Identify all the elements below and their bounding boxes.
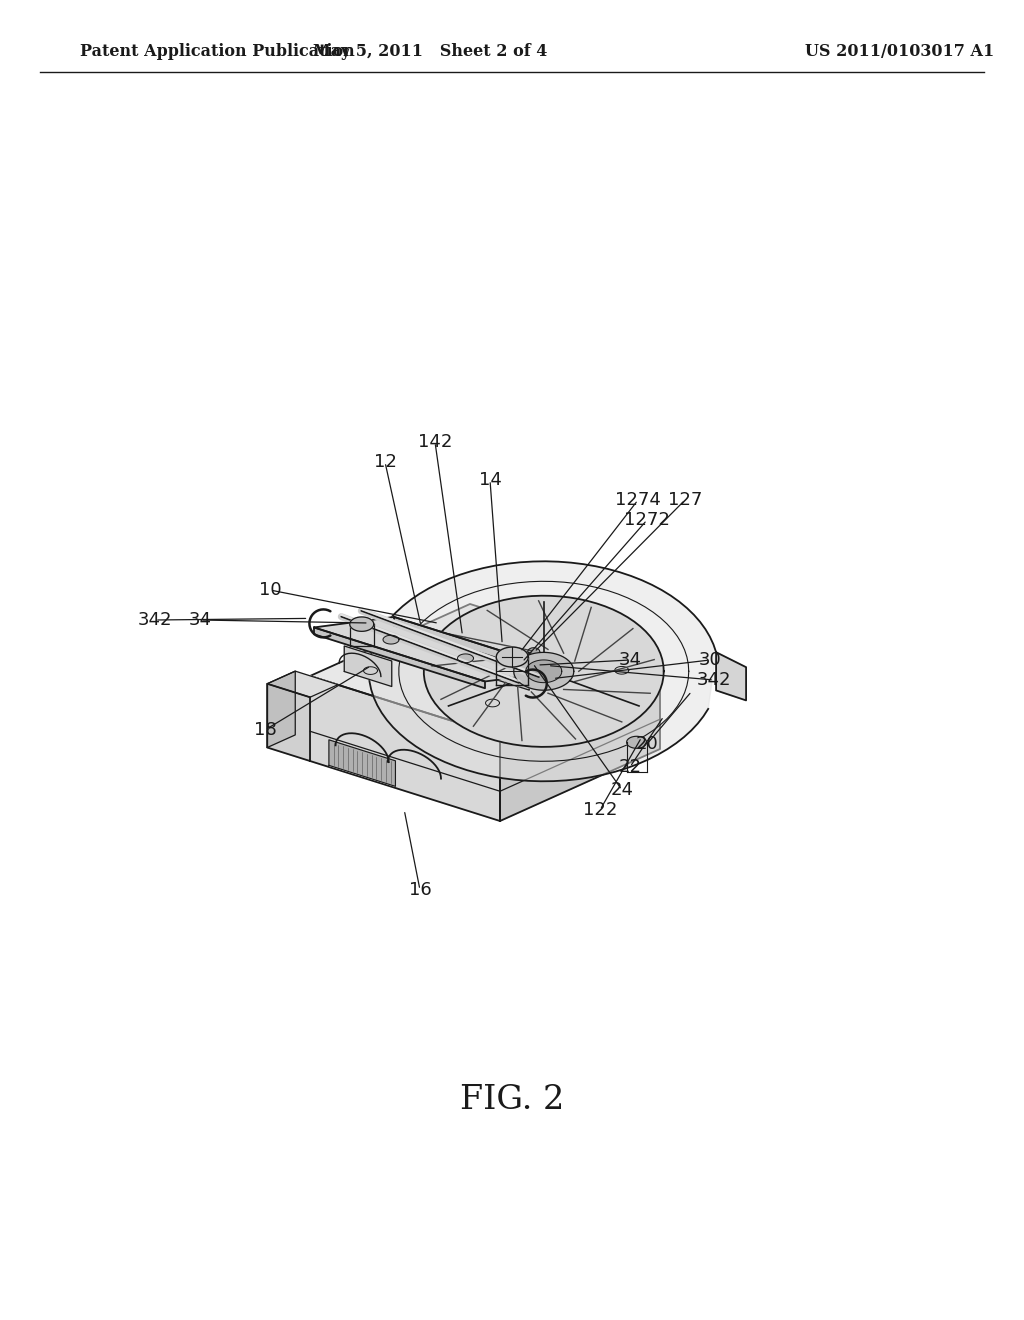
- Polygon shape: [329, 739, 395, 787]
- Polygon shape: [627, 737, 646, 748]
- Text: 20: 20: [636, 735, 658, 752]
- Text: 18: 18: [254, 721, 276, 739]
- Polygon shape: [716, 652, 746, 701]
- Text: Patent Application Publication: Patent Application Publication: [80, 44, 354, 61]
- Polygon shape: [364, 667, 378, 675]
- Polygon shape: [486, 652, 569, 684]
- Text: 122: 122: [583, 801, 617, 818]
- Polygon shape: [525, 660, 562, 682]
- Text: 12: 12: [374, 453, 396, 471]
- Polygon shape: [267, 684, 310, 762]
- Polygon shape: [350, 616, 374, 631]
- Polygon shape: [614, 667, 629, 675]
- Polygon shape: [493, 652, 507, 660]
- Polygon shape: [267, 671, 295, 747]
- Text: 34: 34: [188, 611, 212, 630]
- Text: 1274: 1274: [615, 491, 660, 510]
- Text: FIG. 2: FIG. 2: [460, 1084, 564, 1115]
- Polygon shape: [314, 627, 485, 688]
- Polygon shape: [486, 669, 529, 690]
- Text: 14: 14: [478, 471, 502, 488]
- Text: 1272: 1272: [624, 511, 670, 529]
- Polygon shape: [383, 635, 399, 644]
- Polygon shape: [394, 616, 565, 680]
- Polygon shape: [267, 671, 338, 697]
- Text: 342: 342: [138, 611, 172, 630]
- Text: 142: 142: [418, 433, 453, 451]
- Polygon shape: [310, 605, 660, 737]
- Polygon shape: [310, 676, 500, 821]
- Text: 24: 24: [610, 781, 634, 799]
- Text: May 5, 2011   Sheet 2 of 4: May 5, 2011 Sheet 2 of 4: [312, 44, 547, 61]
- Polygon shape: [497, 647, 528, 667]
- Polygon shape: [314, 616, 565, 681]
- Polygon shape: [424, 595, 664, 747]
- Text: 10: 10: [259, 581, 282, 599]
- Polygon shape: [458, 653, 473, 663]
- Text: US 2011/0103017 A1: US 2011/0103017 A1: [805, 44, 994, 61]
- Polygon shape: [500, 664, 660, 821]
- Text: 34: 34: [618, 651, 641, 669]
- Polygon shape: [485, 700, 500, 706]
- Text: 342: 342: [696, 671, 731, 689]
- Text: 30: 30: [698, 651, 721, 669]
- Polygon shape: [527, 648, 540, 656]
- Text: 16: 16: [409, 880, 431, 899]
- Text: 127: 127: [668, 491, 702, 510]
- Text: 22: 22: [618, 758, 641, 776]
- Polygon shape: [514, 652, 573, 690]
- Polygon shape: [369, 561, 716, 781]
- Polygon shape: [344, 645, 392, 686]
